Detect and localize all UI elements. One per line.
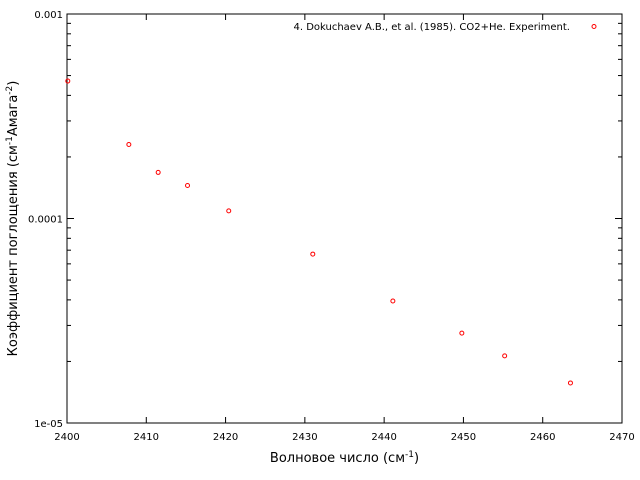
x-axis-ticks: 2400 2410 2420 2430 2440 2450 2460 2470 (54, 14, 635, 443)
x-axis-title: Волновое число (см-1) (270, 450, 419, 466)
y-tick-label: 0.0001 (28, 215, 63, 226)
x-tick-label: 2400 (54, 432, 79, 443)
x-tick-label: 2410 (134, 432, 159, 443)
data-point (459, 330, 465, 336)
x-tick-label: 2440 (371, 432, 396, 443)
y-axis-title-superscript-2: -2 (5, 86, 15, 95)
data-point (390, 298, 396, 304)
data-point (185, 183, 191, 189)
y-axis-title: Коэффициент поглощения (см-1Амага-2) (5, 81, 21, 357)
y-tick-label: 1e-05 (34, 419, 63, 430)
x-tick-label: 2460 (530, 432, 555, 443)
data-point (310, 251, 316, 257)
x-axis-title-superscript: -1 (405, 450, 414, 460)
data-point (226, 208, 232, 214)
data-point (65, 78, 71, 84)
y-axis-title-superscript-1: -1 (5, 136, 15, 145)
legend-entry-label: 4. Dokuchaev A.B., et al. (1985). CO2+He… (293, 22, 570, 33)
data-point (126, 142, 132, 148)
data-point (567, 380, 573, 386)
x-tick-label: 2420 (213, 432, 238, 443)
data-point (502, 353, 508, 359)
y-axis-ticks: 1e-05 0.0001 0.001 (28, 10, 622, 430)
plot-frame (66, 13, 623, 424)
x-tick-label: 2430 (292, 432, 317, 443)
data-points (65, 78, 573, 386)
y-tick-label: 0.001 (34, 10, 63, 21)
x-tick-label: 2470 (609, 432, 634, 443)
legend: 4. Dokuchaev A.B., et al. (1985). CO2+He… (293, 22, 597, 33)
x-tick-label: 2450 (451, 432, 476, 443)
legend-marker (591, 24, 597, 29)
data-point (155, 169, 161, 175)
